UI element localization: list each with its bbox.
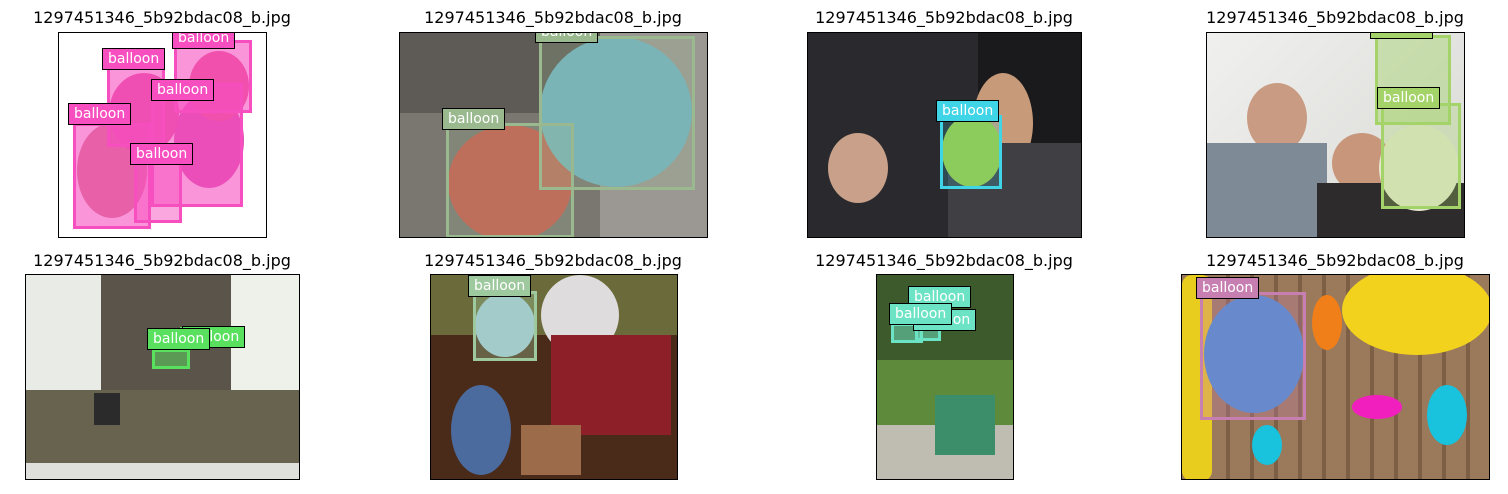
panel-7-title: 1297451346_5b92bdac08_b.jpg xyxy=(815,251,1073,270)
bbox-label: balloon xyxy=(908,286,972,308)
person-face xyxy=(828,133,888,203)
panel-5-image: balloon balloon xyxy=(25,274,300,480)
balloon-shape xyxy=(1379,125,1459,211)
panel-2-title: 1297451346_5b92bdac08_b.jpg xyxy=(424,8,682,27)
bbox-label: balloon xyxy=(936,100,1000,122)
bbox-label: balloon xyxy=(442,108,506,130)
bbox xyxy=(940,115,1002,189)
bbox-label: balloon xyxy=(102,48,166,70)
balloon-shape xyxy=(540,37,692,187)
balloon-shape xyxy=(942,115,1002,187)
feather-orange xyxy=(1312,295,1342,350)
panel-5-title: 1297451346_5b92bdac08_b.jpg xyxy=(33,251,291,270)
rug xyxy=(521,425,581,475)
floor-light xyxy=(26,463,299,479)
bbox xyxy=(473,291,537,361)
panel-4-title: 1297451346_5b92bdac08_b.jpg xyxy=(1206,8,1464,27)
bbox xyxy=(446,123,574,237)
balloon-shape xyxy=(475,293,535,357)
bbox xyxy=(1381,103,1461,209)
window-left xyxy=(26,275,101,390)
bbox-label: balloon xyxy=(172,33,236,49)
bench xyxy=(935,395,995,455)
bbox xyxy=(152,349,190,369)
bbox-label: balloon xyxy=(1370,33,1434,39)
panel-6-title: 1297451346_5b92bdac08_b.jpg xyxy=(424,251,682,270)
panel-4-image: balloon balloon xyxy=(1206,32,1465,238)
chalkboard xyxy=(94,393,120,425)
bbox-label: balloon xyxy=(535,33,599,43)
panel-3-title: 1297451346_5b92bdac08_b.jpg xyxy=(815,8,1073,27)
bbox xyxy=(539,36,695,190)
person-shirt xyxy=(1207,143,1327,237)
bbox-label: balloon xyxy=(1377,87,1441,109)
panel-3-image: balloon xyxy=(807,32,1082,238)
bbox-label: balloon xyxy=(889,303,953,325)
bbox xyxy=(174,40,252,113)
floor xyxy=(26,390,299,465)
panel-8-image: balloon xyxy=(1181,274,1490,480)
panel-1-image: balloon balloon balloon balloon balloon xyxy=(58,32,267,238)
bbox xyxy=(1375,35,1451,125)
panel-1-title: 1297451346_5b92bdac08_b.jpg xyxy=(33,8,291,27)
bbox-label: balloon xyxy=(147,328,211,350)
balloon-shape xyxy=(1204,295,1304,413)
feather-blue xyxy=(1427,385,1467,445)
feather-yellow xyxy=(1342,275,1489,355)
bbox-label: balloon xyxy=(1196,277,1260,299)
bbox-label: balloon xyxy=(68,103,132,125)
child xyxy=(451,385,511,475)
feather-blue xyxy=(1252,425,1282,465)
bbox-label: balloon xyxy=(151,79,215,101)
person-face xyxy=(1247,83,1307,153)
bbox-label: balloon xyxy=(468,275,532,297)
person-sweater xyxy=(551,335,671,435)
feather-pink xyxy=(1352,395,1402,419)
bbox-label: balloon xyxy=(130,143,194,165)
panel-6-image: balloon xyxy=(430,274,678,480)
bbox xyxy=(1200,292,1306,420)
panel-8-title: 1297451346_5b92bdac08_b.jpg xyxy=(1206,251,1464,270)
panel-7-image: balloon balloon balloon xyxy=(876,274,1014,480)
panel-2-image: balloon balloon xyxy=(399,32,708,238)
